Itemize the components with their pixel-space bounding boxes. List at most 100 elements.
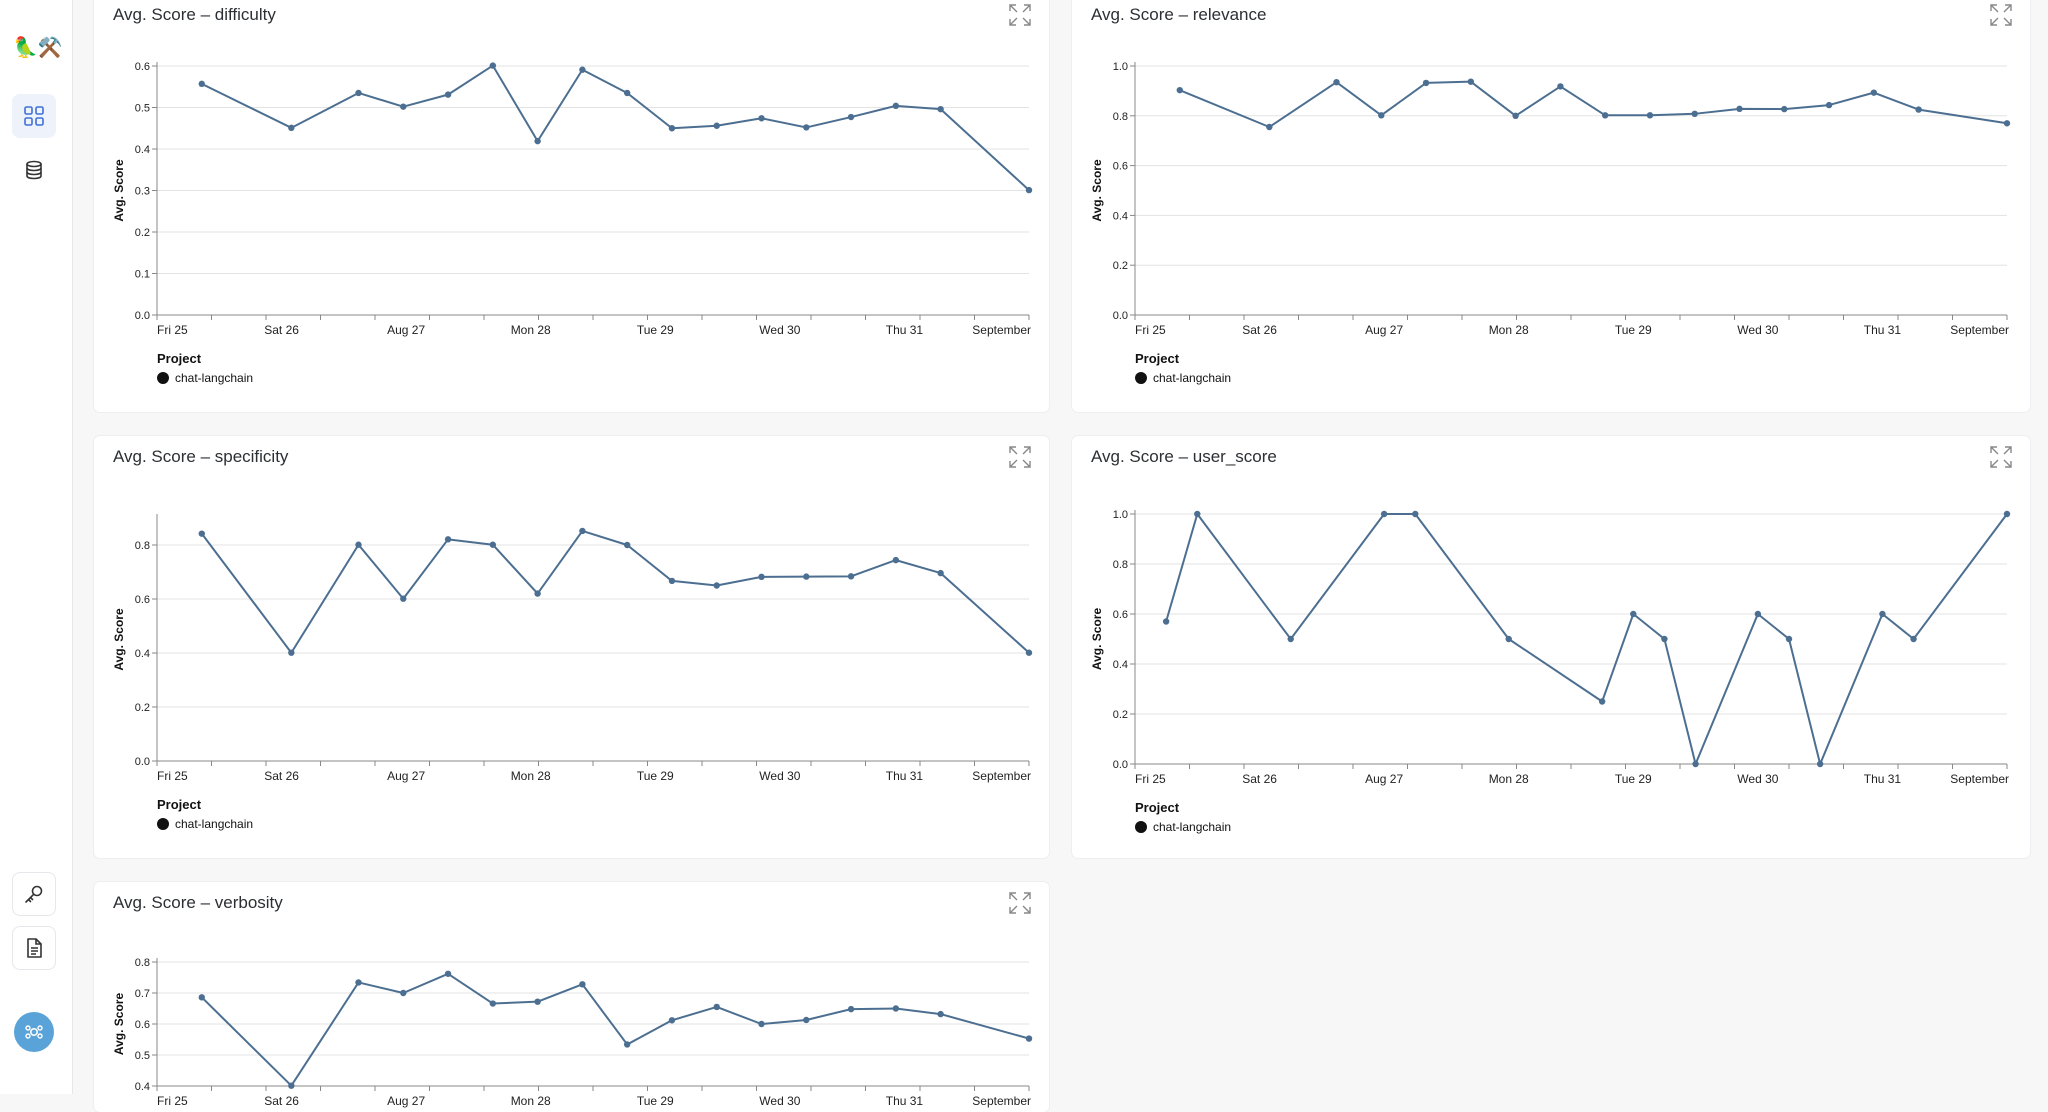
- data-point[interactable]: [668, 125, 676, 132]
- data-point[interactable]: [1287, 635, 1294, 643]
- data-point[interactable]: [758, 115, 765, 122]
- data-point[interactable]: [198, 994, 205, 1001]
- data-point[interactable]: [1598, 698, 1606, 705]
- data-point[interactable]: [1692, 760, 1699, 768]
- data-point[interactable]: [803, 1016, 810, 1024]
- data-point[interactable]: [937, 569, 944, 577]
- data-point[interactable]: [1816, 760, 1824, 768]
- data-point[interactable]: [1825, 101, 1833, 109]
- data-point[interactable]: [1879, 610, 1886, 618]
- data-point[interactable]: [1691, 110, 1698, 118]
- data-point[interactable]: [1467, 78, 1475, 85]
- data-point[interactable]: [758, 573, 765, 581]
- data-point[interactable]: [1915, 106, 1922, 113]
- data-point[interactable]: [198, 530, 205, 537]
- data-point[interactable]: [1025, 1035, 1033, 1042]
- data-point[interactable]: [1378, 112, 1385, 119]
- data-point[interactable]: [1512, 112, 1519, 120]
- expand-icon[interactable]: [1988, 2, 2014, 28]
- legend-item[interactable]: chat-langchain: [157, 817, 253, 831]
- datasets-nav-button[interactable]: [12, 148, 56, 192]
- data-point[interactable]: [1601, 112, 1609, 119]
- data-point[interactable]: [579, 527, 586, 535]
- data-point[interactable]: [444, 536, 452, 543]
- data-point[interactable]: [1661, 635, 1668, 643]
- legend-item[interactable]: chat-langchain: [1135, 820, 1231, 834]
- data-point[interactable]: [288, 649, 295, 656]
- legend-item[interactable]: chat-langchain: [157, 371, 253, 385]
- data-point[interactable]: [1910, 635, 1917, 643]
- data-point[interactable]: [937, 105, 944, 113]
- data-point[interactable]: [355, 89, 362, 97]
- data-point[interactable]: [1505, 635, 1512, 643]
- data-point[interactable]: [1736, 105, 1743, 113]
- data-point[interactable]: [288, 1082, 295, 1089]
- data-point[interactable]: [892, 102, 900, 110]
- data-point[interactable]: [713, 122, 720, 129]
- data-point[interactable]: [579, 66, 586, 73]
- data-point[interactable]: [2003, 120, 2011, 127]
- data-point[interactable]: [623, 541, 631, 549]
- data-point[interactable]: [579, 981, 586, 988]
- data-point[interactable]: [1025, 186, 1033, 194]
- data-point[interactable]: [668, 577, 676, 585]
- data-point[interactable]: [1781, 105, 1788, 113]
- data-point[interactable]: [892, 556, 900, 564]
- data-point[interactable]: [489, 62, 497, 69]
- data-point[interactable]: [534, 137, 541, 145]
- data-point[interactable]: [623, 89, 631, 97]
- expand-icon[interactable]: [1988, 444, 2014, 470]
- data-point[interactable]: [534, 590, 541, 597]
- data-point[interactable]: [937, 1010, 944, 1018]
- data-point[interactable]: [1194, 510, 1201, 518]
- api-keys-button[interactable]: [12, 872, 56, 916]
- data-point[interactable]: [1025, 649, 1033, 656]
- expand-icon[interactable]: [1007, 890, 1033, 916]
- data-point[interactable]: [1412, 510, 1419, 518]
- data-point[interactable]: [1646, 112, 1654, 119]
- data-point[interactable]: [1333, 78, 1340, 86]
- data-point[interactable]: [400, 103, 407, 110]
- data-point[interactable]: [489, 1000, 497, 1007]
- expand-icon[interactable]: [1007, 2, 1033, 28]
- dashboard-nav-button[interactable]: [12, 94, 56, 138]
- data-point[interactable]: [803, 124, 810, 131]
- data-point[interactable]: [1176, 86, 1183, 94]
- data-point[interactable]: [623, 1041, 631, 1048]
- data-point[interactable]: [1870, 89, 1878, 96]
- data-point[interactable]: [1630, 610, 1637, 618]
- data-point[interactable]: [534, 998, 541, 1005]
- x-tick-label: Sat 26: [1242, 323, 1277, 337]
- data-point[interactable]: [1380, 510, 1388, 518]
- user-avatar[interactable]: [14, 1012, 54, 1052]
- data-point[interactable]: [1785, 635, 1793, 643]
- data-point[interactable]: [713, 582, 720, 589]
- data-point[interactable]: [444, 970, 452, 977]
- data-point[interactable]: [198, 80, 205, 88]
- data-point[interactable]: [355, 541, 362, 548]
- data-point[interactable]: [1557, 83, 1564, 90]
- data-point[interactable]: [1422, 79, 1430, 87]
- data-point[interactable]: [355, 979, 362, 986]
- data-point[interactable]: [668, 1017, 676, 1024]
- data-point[interactable]: [803, 573, 810, 580]
- data-point[interactable]: [847, 113, 855, 121]
- expand-icon[interactable]: [1007, 444, 1033, 470]
- data-point[interactable]: [758, 1020, 765, 1028]
- data-point[interactable]: [1754, 610, 1762, 618]
- data-point[interactable]: [288, 124, 295, 132]
- data-point[interactable]: [713, 1003, 720, 1011]
- data-point[interactable]: [400, 989, 407, 997]
- data-point[interactable]: [1266, 123, 1273, 131]
- legend-label: chat-langchain: [1153, 371, 1232, 385]
- data-point[interactable]: [444, 91, 452, 98]
- data-point[interactable]: [847, 1005, 855, 1013]
- data-point[interactable]: [489, 541, 497, 548]
- data-point[interactable]: [400, 595, 407, 602]
- data-point[interactable]: [2003, 510, 2011, 518]
- data-point[interactable]: [847, 573, 855, 580]
- data-point[interactable]: [1162, 618, 1170, 625]
- docs-button[interactable]: [12, 926, 56, 970]
- data-point[interactable]: [892, 1005, 900, 1012]
- legend-item[interactable]: chat-langchain: [1135, 371, 1231, 385]
